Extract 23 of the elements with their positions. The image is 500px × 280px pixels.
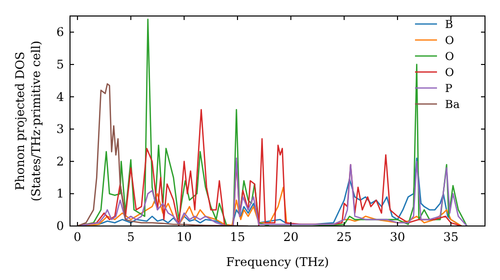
y-tick-label: 2	[56, 154, 64, 168]
y-tick-label: 4	[56, 90, 64, 104]
y-tick-label: 0	[56, 219, 64, 233]
y-tick-label: 6	[56, 25, 64, 40]
legend-label: P	[445, 82, 453, 95]
y-tick-label: 5	[56, 57, 64, 72]
x-axis-title: Frequency (THz)	[226, 255, 329, 269]
legend-label: Ba	[445, 98, 460, 111]
legend-label: O	[445, 34, 454, 47]
x-tick-label: 20	[283, 230, 298, 244]
y-tick-label: 1	[56, 186, 64, 201]
x-tick-label: 10	[176, 230, 192, 244]
y-axis-title: Phonon projected DOS (States/THz·primitive cell)	[13, 40, 43, 202]
x-tick-label: 30	[390, 230, 406, 244]
x-tick-label: 15	[230, 230, 246, 244]
x-tick-label: 35	[443, 230, 458, 244]
legend-label: O	[445, 66, 454, 79]
x-tick-label: 5	[126, 230, 135, 244]
legend-label: O	[445, 50, 454, 63]
y-tick-label: 3	[56, 122, 64, 136]
legend-label: B	[445, 18, 454, 31]
x-tick-label: 0	[74, 230, 82, 244]
x-tick-label: 25	[336, 230, 352, 244]
